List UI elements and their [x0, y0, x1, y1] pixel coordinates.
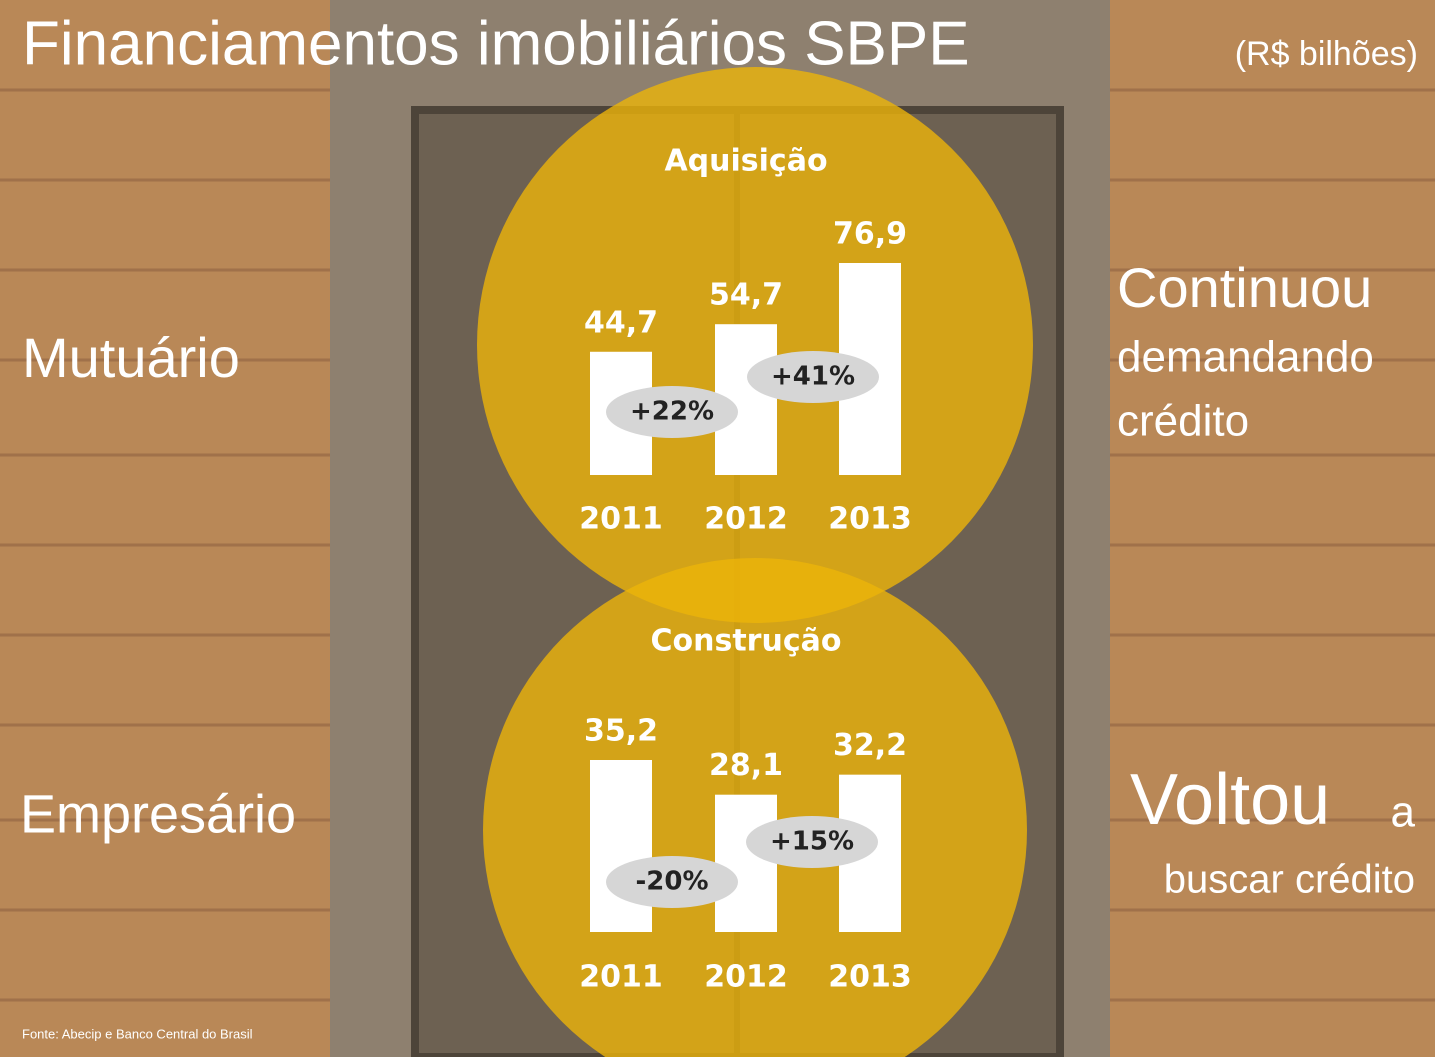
value-label: 35,2: [584, 714, 658, 749]
change-label: +15%: [770, 827, 854, 857]
side-label: Empresário: [20, 784, 296, 844]
unit: (R$ bilhões): [1235, 35, 1418, 73]
x-tick-label: 2013: [828, 960, 912, 995]
side-text: buscar crédito: [1164, 858, 1415, 902]
source: Fonte: Abecip e Banco Central do Brasil: [22, 1026, 253, 1041]
x-tick-label: 2012: [704, 502, 788, 537]
x-tick-label: 2011: [579, 502, 663, 537]
x-tick-label: 2013: [828, 502, 912, 537]
change-label: +22%: [630, 397, 714, 427]
side-text: a: [1391, 788, 1416, 837]
side-text: demandando: [1117, 333, 1374, 382]
change-label: +41%: [771, 362, 855, 392]
value-label: 28,1: [709, 748, 783, 783]
slide-title: Financiamentos imobiliários SBPE: [22, 9, 970, 78]
x-tick-label: 2011: [579, 960, 663, 995]
change-badge: [606, 386, 738, 438]
chart-title: Aquisição: [664, 144, 827, 179]
bar: [715, 794, 777, 932]
change-badge: [746, 816, 878, 868]
side-text: Voltou: [1130, 760, 1330, 840]
bar: [590, 760, 652, 932]
chart-title: Construção: [651, 624, 842, 659]
value-label: 32,2: [833, 728, 907, 763]
change-badge: [606, 856, 738, 908]
change-badge: [747, 351, 879, 403]
side-label: Mutuário: [22, 326, 240, 389]
value-label: 54,7: [709, 278, 783, 313]
side-text: crédito: [1117, 397, 1249, 446]
value-label: 44,7: [584, 305, 658, 340]
side-text: Continuou: [1117, 256, 1372, 319]
value-label: 76,9: [833, 217, 907, 252]
change-label: -20%: [635, 867, 708, 897]
x-tick-label: 2012: [704, 960, 788, 995]
